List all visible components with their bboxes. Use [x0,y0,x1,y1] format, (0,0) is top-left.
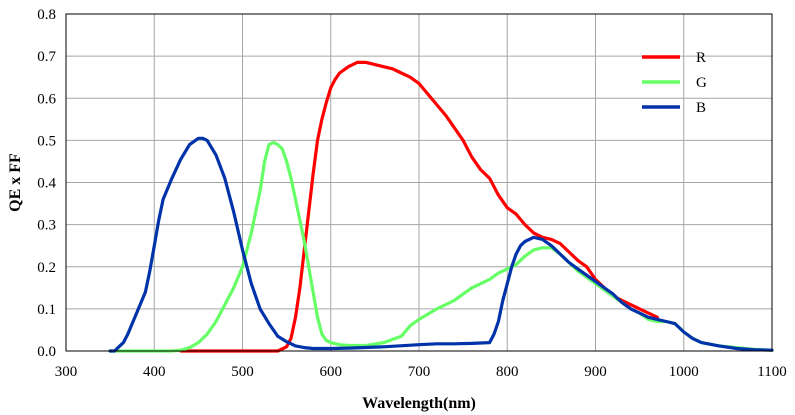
y-tick-label: 0.8 [37,7,56,23]
x-axis-ticks: 300 400 500 600 700 800 900 1000 1100 [55,364,787,380]
series-line-b [108,136,774,353]
x-tick-label: 400 [143,364,166,380]
x-tick-label: 300 [55,364,78,380]
y-tick-label: 0.0 [37,344,56,360]
x-tick-label: 600 [320,364,343,380]
series-group [108,60,774,353]
y-tick-label: 0.1 [37,302,56,318]
x-tick-label: 700 [408,364,431,380]
y-tick-label: 0.3 [37,218,56,234]
x-tick-label: 1000 [669,364,699,380]
plot-area-frame [65,13,773,352]
legend-label-r: R [696,50,706,66]
x-tick-label: 900 [584,364,607,380]
y-tick-label: 0.2 [37,260,56,276]
x-tick-label: 1100 [757,364,786,380]
y-tick-label: 0.6 [37,91,56,107]
y-axis-title: QE x FF [7,153,24,212]
x-axis-title: Wavelength(nm) [362,395,476,412]
x-tick-label: 500 [231,364,254,380]
y-tick-label: 0.5 [37,133,56,149]
legend-label-g: G [696,75,707,91]
y-tick-label: 0.4 [37,176,56,192]
legend: RGB [642,50,707,116]
series-line-r [179,60,659,353]
x-tick-label: 800 [496,364,519,380]
y-tick-label: 0.7 [37,49,56,65]
y-axis-ticks: 0.0 0.1 0.2 0.3 0.4 0.5 0.6 0.7 0.8 [37,7,56,360]
legend-label-b: B [696,100,706,116]
